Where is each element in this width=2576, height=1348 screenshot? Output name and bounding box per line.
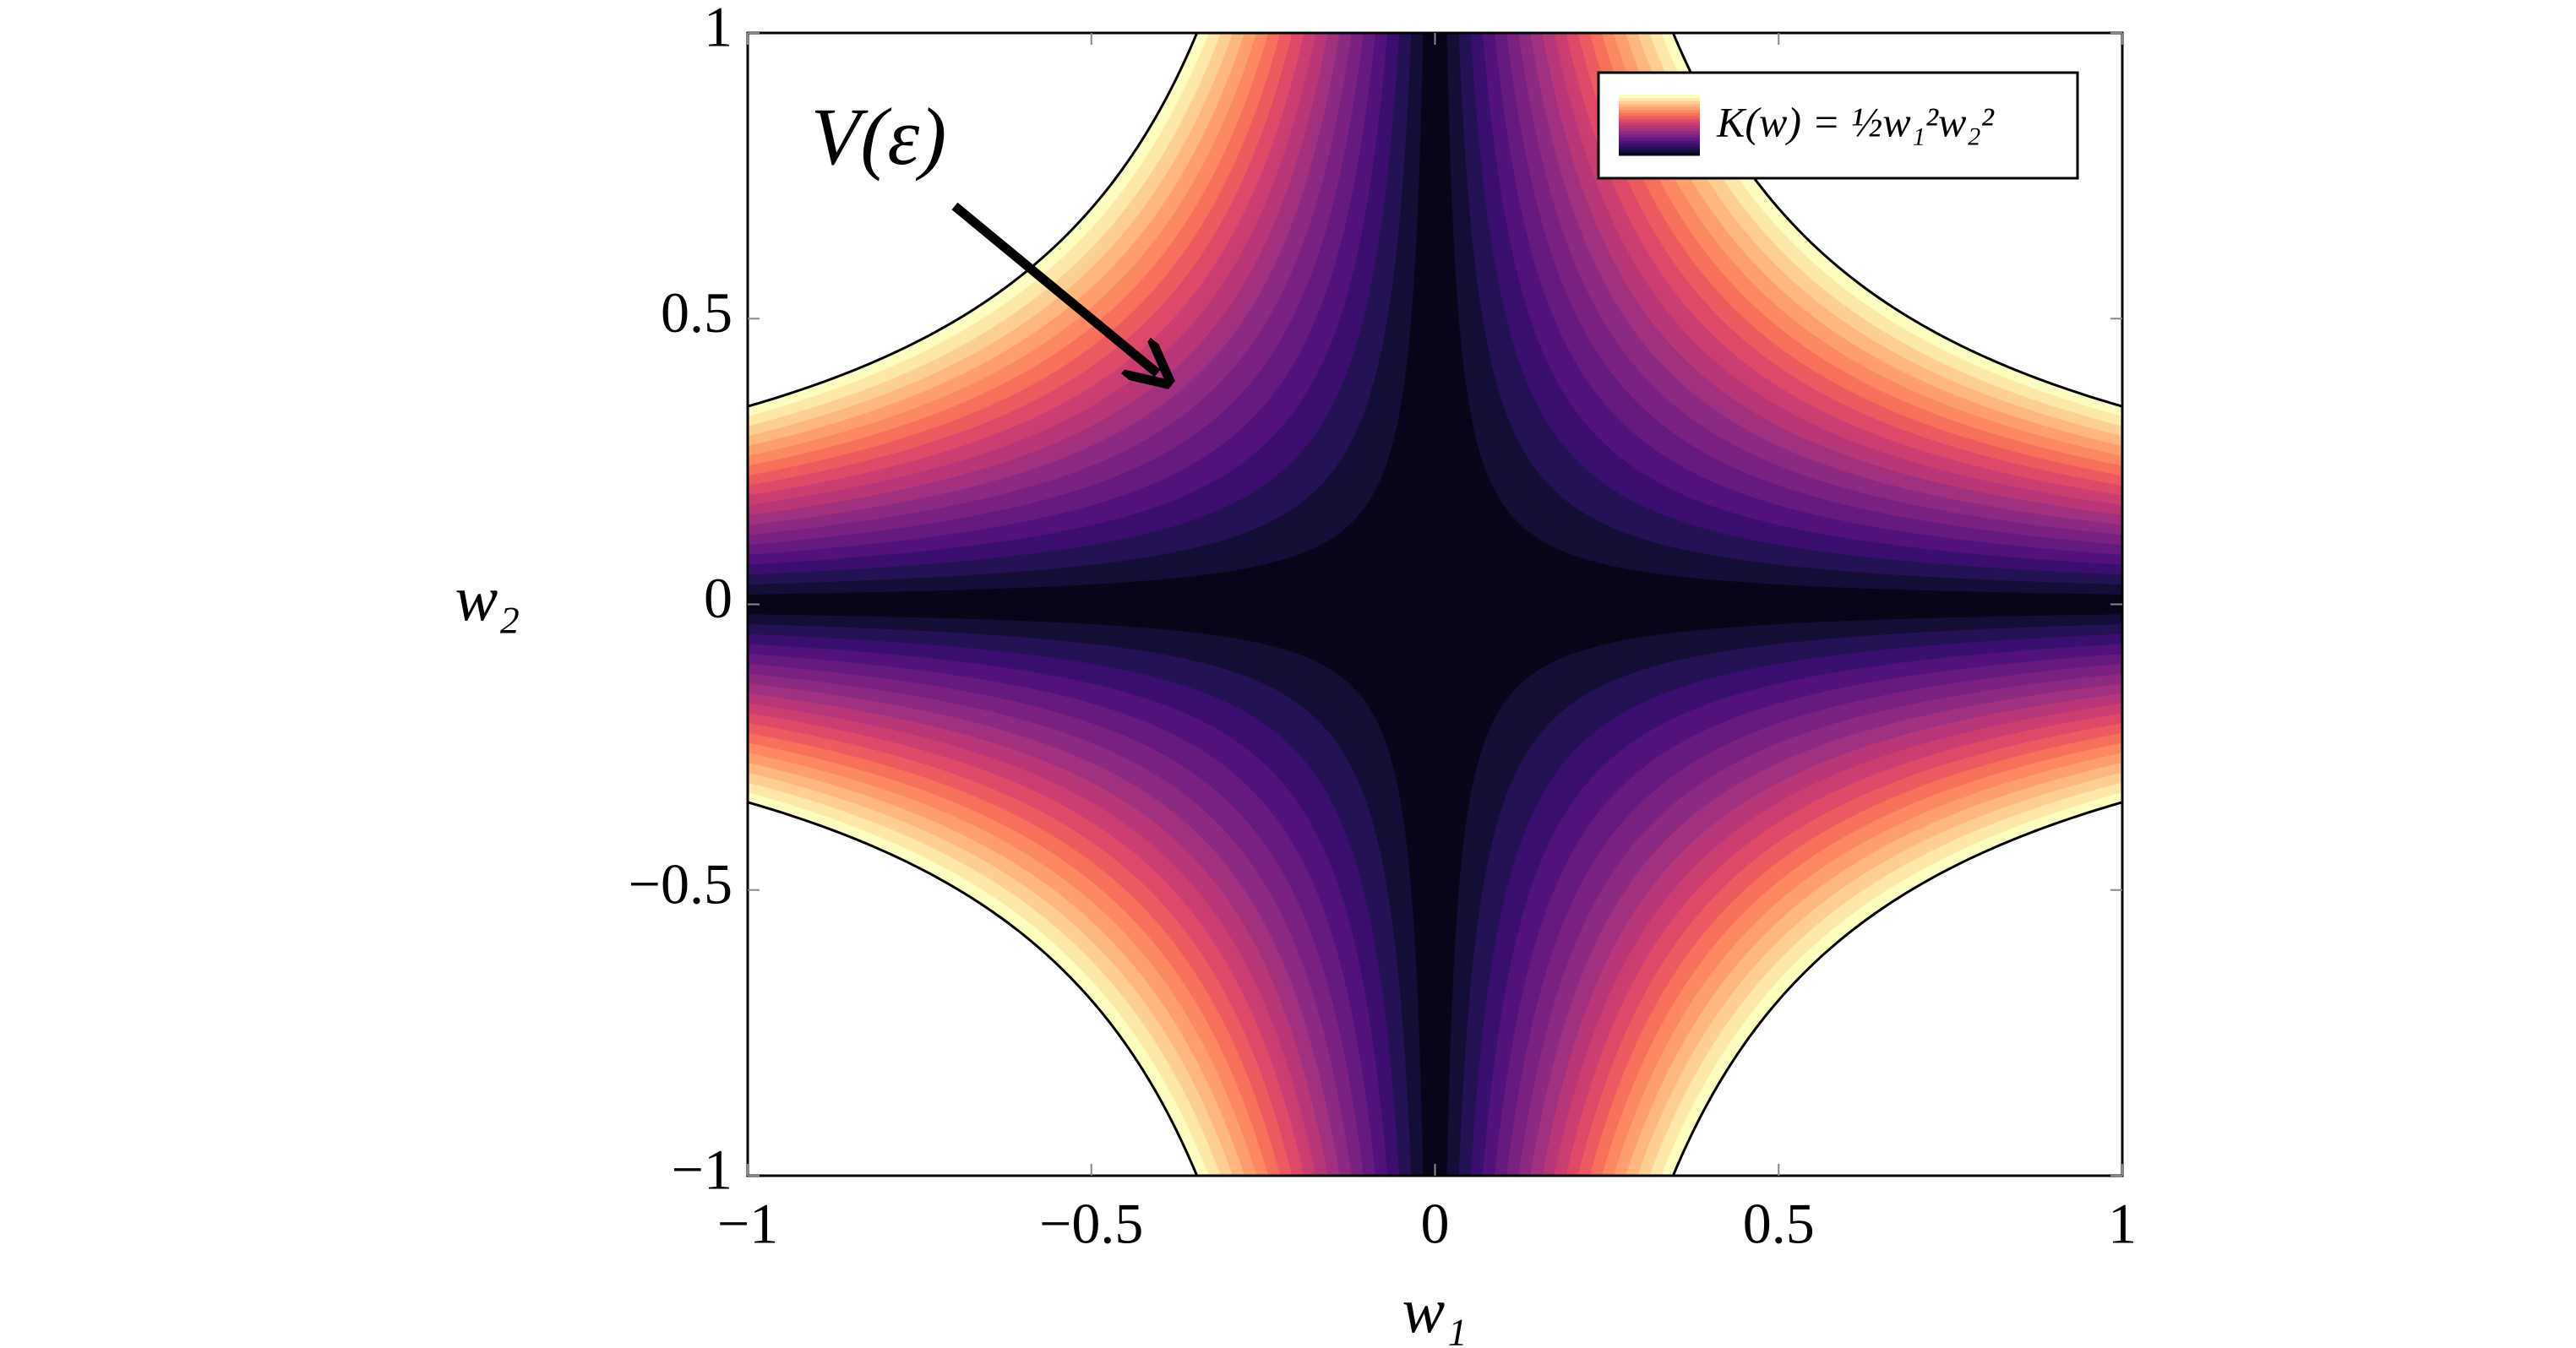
x-axis-label: w₁	[1402, 1275, 1467, 1346]
y-tick-label: 0	[704, 566, 732, 630]
legend-swatch	[1619, 133, 1700, 138]
legend-swatch	[1619, 152, 1700, 156]
axes	[746, 31, 2124, 1177]
legend-swatch	[1619, 128, 1700, 132]
x-tick-label: −0.5	[1039, 1192, 1143, 1256]
legend-swatch	[1619, 125, 1700, 129]
legend-swatch	[1619, 97, 1700, 101]
y-tick-label: −0.5	[629, 851, 732, 916]
contour-bands	[748, 33, 2122, 1176]
x-tick-label: −1	[717, 1192, 778, 1256]
legend-swatch	[1619, 95, 1700, 99]
y-axis-label: w₂	[455, 563, 520, 634]
legend-swatch	[1619, 116, 1700, 120]
annotation: V(ε)	[811, 91, 946, 182]
x-tick-label: 1	[2108, 1192, 2137, 1256]
legend-swatch	[1619, 122, 1700, 126]
y-tick-label: 1	[704, 0, 732, 59]
legend-swatch	[1619, 137, 1700, 141]
x-tick-label: 0.5	[1743, 1192, 1815, 1256]
y-tick-label: 0.5	[661, 280, 732, 345]
legend-label: K(w) = ½w₁²w₂²	[1716, 98, 1995, 145]
legend-swatch	[1619, 143, 1700, 147]
legend-swatch	[1619, 110, 1700, 114]
legend-swatch	[1619, 149, 1700, 153]
annotation-arrow	[951, 202, 1157, 373]
legend-swatch	[1619, 131, 1700, 135]
legend-swatch	[1619, 106, 1700, 111]
legend-swatch	[1619, 103, 1700, 107]
y-tick-label: −1	[672, 1138, 732, 1202]
legend-swatch	[1619, 101, 1700, 105]
legend-swatch	[1619, 118, 1700, 122]
x-tick-label: 0	[1421, 1192, 1450, 1256]
legend-swatch	[1619, 112, 1700, 117]
legend-swatch	[1619, 146, 1700, 150]
legend-swatch	[1619, 140, 1700, 144]
legend: K(w) = ½w₁²w₂²	[1597, 71, 2079, 180]
